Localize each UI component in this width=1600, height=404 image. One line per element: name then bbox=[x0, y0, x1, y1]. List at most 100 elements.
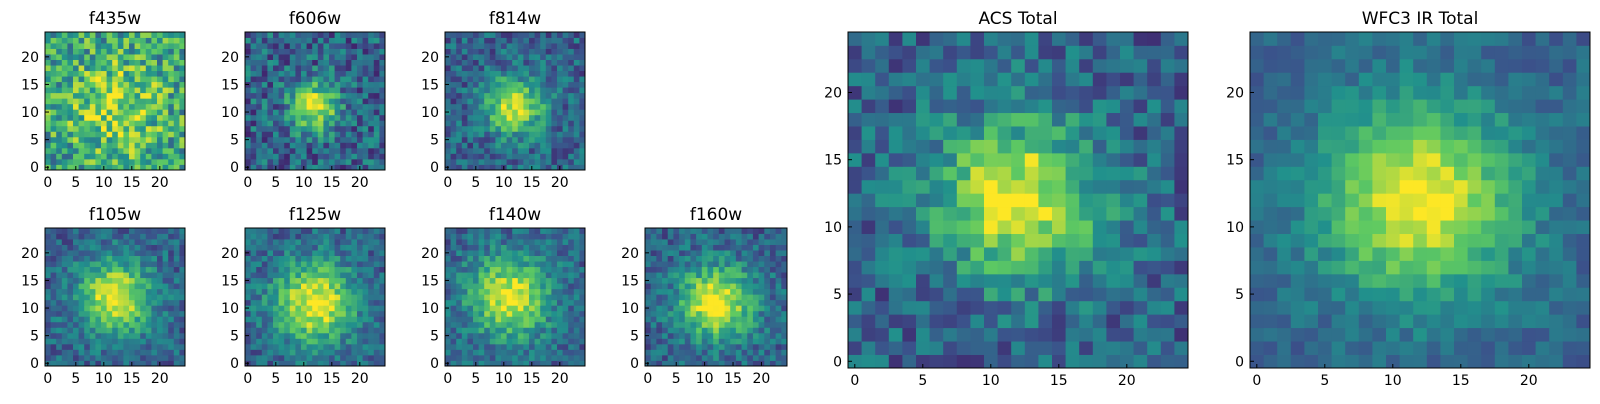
heatmap-cell bbox=[135, 305, 141, 311]
heatmap-cell bbox=[651, 283, 657, 289]
heatmap-cell bbox=[535, 159, 541, 165]
heatmap-cell bbox=[318, 272, 324, 278]
heatmap-cell bbox=[781, 278, 787, 284]
heatmap-cell bbox=[707, 283, 713, 289]
heatmap-cell bbox=[473, 38, 479, 44]
heatmap-cell bbox=[707, 256, 713, 262]
heatmap-cell bbox=[123, 327, 129, 333]
heatmap-cell bbox=[168, 43, 174, 49]
heatmap-cell bbox=[753, 294, 759, 300]
heatmap-cell bbox=[753, 261, 759, 267]
heatmap-cell bbox=[157, 142, 163, 148]
heatmap-cell bbox=[535, 267, 541, 273]
heatmap-cell bbox=[129, 316, 135, 322]
heatmap-cell bbox=[523, 327, 529, 333]
heatmap-cell bbox=[551, 250, 557, 256]
heatmap-cell bbox=[290, 71, 296, 77]
heatmap-cell bbox=[101, 267, 107, 273]
heatmap-cell bbox=[529, 76, 535, 82]
heatmap-cell bbox=[340, 327, 346, 333]
heatmap-cell bbox=[501, 327, 507, 333]
heatmap-cell bbox=[351, 153, 357, 159]
heatmap-cell bbox=[764, 322, 770, 328]
heatmap-cell bbox=[512, 316, 518, 322]
heatmap-cell bbox=[1052, 341, 1066, 355]
heatmap-cell bbox=[112, 250, 118, 256]
heatmap-cell bbox=[129, 153, 135, 159]
heatmap-cell bbox=[363, 300, 369, 306]
heatmap-cell bbox=[685, 261, 691, 267]
heatmap-cell bbox=[770, 245, 776, 251]
heatmap-cell bbox=[656, 316, 662, 322]
heatmap-cell bbox=[656, 267, 662, 273]
heatmap-cell bbox=[523, 355, 529, 361]
heatmap-cell bbox=[1093, 274, 1107, 288]
heatmap-cell bbox=[568, 120, 574, 126]
heatmap-cell bbox=[351, 54, 357, 60]
heatmap-cell bbox=[323, 54, 329, 60]
heatmap-cell bbox=[284, 148, 290, 154]
heatmap-cell bbox=[318, 267, 324, 273]
heatmap-cell bbox=[645, 349, 651, 355]
heatmap-cell bbox=[346, 126, 352, 132]
heatmap-cell bbox=[123, 267, 129, 273]
heatmap-cell bbox=[295, 153, 301, 159]
heatmap-cell bbox=[970, 247, 984, 261]
heatmap-cell bbox=[62, 311, 68, 317]
heatmap-cell bbox=[51, 38, 57, 44]
heatmap-cell bbox=[507, 283, 513, 289]
heatmap-cell bbox=[51, 278, 57, 284]
heatmap-cell bbox=[307, 294, 313, 300]
heatmap-cell bbox=[523, 98, 529, 104]
heatmap-cell bbox=[118, 289, 124, 295]
heatmap-cell bbox=[902, 193, 916, 207]
heatmap-cell bbox=[146, 148, 152, 154]
heatmap-cell bbox=[329, 115, 335, 121]
heatmap-cell bbox=[346, 234, 352, 240]
heatmap-cell bbox=[284, 153, 290, 159]
heatmap-cell bbox=[507, 98, 513, 104]
x-tick-label: 10 bbox=[495, 175, 513, 191]
heatmap-cell bbox=[163, 261, 169, 267]
heatmap-cell bbox=[759, 355, 765, 361]
heatmap-cell bbox=[930, 314, 944, 328]
heatmap-cell bbox=[340, 228, 346, 234]
heatmap-cell bbox=[484, 256, 490, 262]
heatmap-cell bbox=[518, 115, 524, 121]
heatmap-cell bbox=[323, 261, 329, 267]
heatmap-cell bbox=[112, 98, 118, 104]
heatmap-cell bbox=[135, 267, 141, 273]
heatmap-cell bbox=[51, 245, 57, 251]
heatmap-cell bbox=[79, 137, 85, 143]
heatmap-cell bbox=[368, 333, 374, 339]
heatmap-cell bbox=[95, 71, 101, 77]
heatmap-cell bbox=[95, 137, 101, 143]
heatmap-cell bbox=[135, 131, 141, 137]
heatmap-cell bbox=[174, 316, 180, 322]
heatmap-cell bbox=[467, 93, 473, 99]
heatmap-cell bbox=[473, 322, 479, 328]
y-tick-label: 15 bbox=[621, 273, 639, 289]
heatmap-cell bbox=[267, 54, 273, 60]
heatmap-cell bbox=[267, 49, 273, 55]
heatmap-cell bbox=[490, 93, 496, 99]
heatmap-cell bbox=[930, 220, 944, 234]
heatmap-cell bbox=[245, 159, 251, 165]
heatmap-cell bbox=[312, 272, 318, 278]
heatmap-cell bbox=[730, 316, 736, 322]
heatmap-cell bbox=[329, 153, 335, 159]
heatmap-cell bbox=[673, 234, 679, 240]
heatmap-cell bbox=[340, 316, 346, 322]
heatmap-cell bbox=[335, 153, 341, 159]
heatmap-cell bbox=[151, 43, 157, 49]
heatmap-cell bbox=[546, 316, 552, 322]
heatmap-cell bbox=[73, 245, 79, 251]
heatmap-cell bbox=[279, 120, 285, 126]
heatmap-cell bbox=[163, 283, 169, 289]
heatmap-cell bbox=[101, 239, 107, 245]
heatmap-cell bbox=[707, 305, 713, 311]
heatmap-cell bbox=[753, 316, 759, 322]
heatmap-cell bbox=[90, 49, 96, 55]
heatmap-cell bbox=[1120, 328, 1134, 342]
heatmap-cell bbox=[346, 245, 352, 251]
